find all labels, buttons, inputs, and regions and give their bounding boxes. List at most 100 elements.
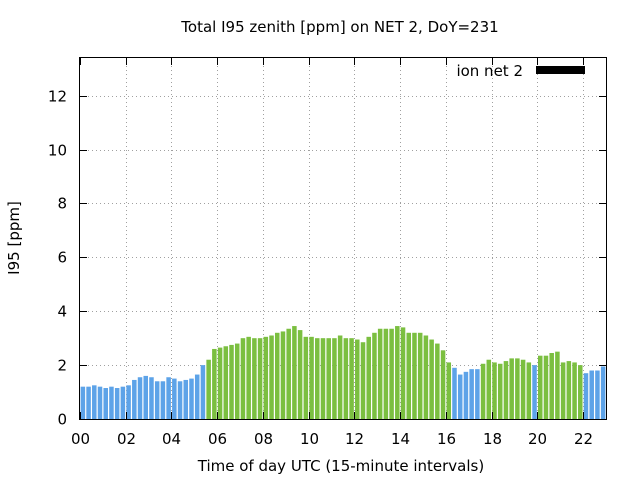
legend-swatch — [536, 66, 585, 74]
bar — [154, 381, 160, 419]
legend-label: ion net 2 — [456, 62, 523, 80]
bar — [395, 326, 400, 419]
bar — [320, 338, 326, 419]
x-tick-label: 12 — [345, 430, 364, 448]
y-tick-label: 12 — [48, 88, 67, 106]
bar — [332, 338, 337, 419]
bar — [400, 327, 406, 419]
bar — [549, 353, 554, 419]
y-axis: 0 2 4 6 8 10 12 — [48, 88, 606, 429]
bar — [515, 358, 520, 419]
bar — [132, 379, 137, 419]
bar — [212, 348, 217, 419]
bar — [257, 338, 263, 419]
bar — [406, 332, 412, 419]
bar — [480, 363, 486, 419]
bar — [389, 328, 394, 419]
bar — [149, 377, 154, 419]
bar — [412, 332, 417, 419]
bar — [143, 375, 149, 419]
x-tick-label: 02 — [117, 430, 136, 448]
bar — [280, 331, 286, 419]
bar — [343, 338, 349, 419]
bar — [560, 362, 566, 419]
bar — [194, 374, 200, 419]
legend: ion net 2 — [456, 62, 585, 80]
bar — [383, 328, 389, 419]
bar — [457, 374, 463, 419]
bar — [526, 362, 532, 419]
bar — [177, 381, 183, 419]
bar — [229, 344, 234, 419]
bar — [315, 338, 320, 419]
bar — [366, 336, 371, 419]
x-tick-label: 10 — [300, 430, 319, 448]
bar — [114, 388, 120, 419]
bar — [429, 339, 434, 419]
bar — [355, 339, 360, 419]
x-tick-label: 18 — [483, 430, 502, 448]
bar — [234, 343, 240, 419]
bar — [240, 338, 246, 419]
x-axis-label: Time of day UTC (15-minute intervals) — [197, 457, 484, 475]
bar — [532, 365, 537, 419]
chart-title: Total I95 zenith [ppm] on NET 2, DoY=231 — [180, 18, 498, 36]
bar — [486, 359, 492, 419]
bar — [520, 359, 526, 419]
bar — [589, 370, 594, 419]
bar — [509, 358, 514, 419]
bar — [503, 361, 509, 419]
bar — [543, 355, 549, 419]
bar — [303, 336, 309, 419]
bar — [492, 362, 497, 419]
y-tick-label: 8 — [57, 195, 67, 213]
bar — [337, 335, 343, 419]
bar — [286, 328, 291, 419]
bar — [595, 370, 600, 419]
bar — [440, 350, 446, 419]
plot-frame — [79, 57, 607, 420]
x-tick-label: 16 — [437, 430, 456, 448]
y-tick-label: 6 — [57, 249, 67, 267]
x-tick-label: 22 — [574, 430, 593, 448]
bar — [349, 338, 354, 419]
x-tick-label: 08 — [254, 430, 273, 448]
bar — [200, 365, 206, 419]
bar — [578, 365, 583, 419]
y-tick-label: 4 — [57, 303, 67, 321]
bar — [372, 332, 377, 419]
bar — [475, 369, 480, 419]
bar — [263, 336, 269, 419]
x-tick-label: 20 — [528, 430, 547, 448]
bar-series — [80, 326, 606, 419]
bar — [269, 335, 274, 419]
bar — [246, 336, 251, 419]
bar — [189, 378, 194, 419]
bar — [292, 326, 297, 419]
bar — [583, 373, 589, 419]
x-axis: 00 02 04 06 08 10 12 14 16 18 20 22 — [71, 58, 593, 448]
bar — [86, 386, 91, 419]
bar — [183, 379, 189, 419]
bar — [463, 371, 469, 419]
y-tick-label: 0 — [57, 411, 67, 429]
bar — [435, 343, 440, 419]
bar — [572, 362, 577, 419]
bar — [172, 378, 177, 419]
bar — [92, 385, 97, 419]
bar — [217, 347, 223, 419]
x-tick-label: 06 — [208, 430, 227, 448]
bar — [206, 359, 211, 419]
bar — [103, 388, 108, 419]
bar — [109, 386, 114, 419]
bar — [252, 338, 257, 419]
bar — [297, 330, 303, 419]
bar — [446, 362, 452, 419]
bar — [137, 377, 143, 419]
bar — [497, 363, 503, 419]
bar — [469, 369, 474, 419]
bar — [537, 355, 543, 419]
y-tick-label: 2 — [57, 357, 67, 375]
x-tick-label: 14 — [391, 430, 410, 448]
